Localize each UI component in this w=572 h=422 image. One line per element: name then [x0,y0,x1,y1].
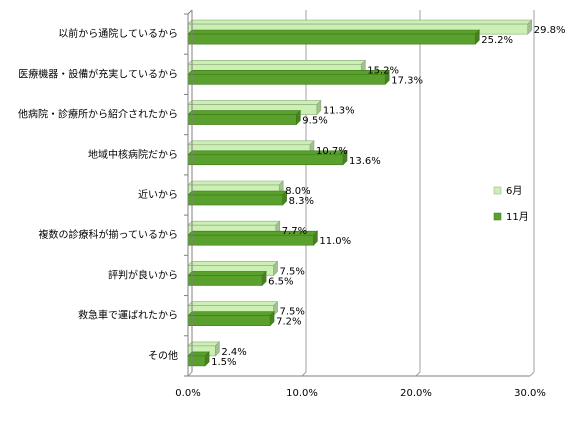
data-label: 8.0% [285,186,310,197]
bar-series [187,19,533,367]
data-label: 29.8% [534,25,566,36]
data-label: 25.2% [481,35,513,46]
data-label: 7.2% [276,317,301,328]
category-labels: 以前から通院しているから医療機器・設備が充実しているから他病院・診療所から紹介さ… [18,27,178,362]
bar [187,355,206,367]
bar-top-face [187,341,221,347]
legend-swatch [493,186,502,195]
value-labels: 29.8% 25.2% 15.2%17.3% 11.3%9.5% 10.7%13.6% 8… [211,25,565,368]
category-label: 近いから [138,188,178,201]
category-axis [184,9,530,377]
category-label: 評判が良いから [108,268,178,281]
bar-top-face [187,311,275,316]
data-label: 9.5% [302,116,327,127]
bar-top-face [187,220,281,226]
data-label: 1.5% [211,357,236,368]
legend-label: 6月 [506,185,522,197]
data-label: 15.2% [367,65,399,76]
x-tick-label: 10.0% [286,388,318,399]
data-label: 6.5% [268,276,293,287]
bar [187,74,386,85]
bar-top-face [187,100,322,105]
gridline-foot [415,371,421,377]
data-label: 17.3% [391,75,423,86]
bar-top-face [187,60,367,65]
data-label: 11.0% [319,236,351,247]
category-label: その他 [148,349,178,362]
bar-top-face [187,29,481,35]
bar-top-face [187,261,279,266]
x-tick-label: 0.0% [175,388,200,399]
legend-swatch [493,212,502,221]
x-tick-labels: 0.0% 10.0% 20.0% 30.0% [175,388,546,399]
gridline-foot [301,371,307,377]
category-label: 以前から通院しているから [58,27,178,40]
bar-top-face [187,301,279,306]
category-label: 地域中核病院だから [88,148,178,161]
bar-top-face [187,70,390,75]
gridline-foot [187,371,193,377]
data-label: 10.7% [316,146,348,157]
bar-top-face [187,190,288,196]
data-label: 13.6% [349,156,381,167]
data-label: 7.5% [280,266,305,277]
bar-top-face [187,19,533,25]
data-label: 7.5% [280,307,305,318]
bar [187,114,297,125]
bar-top-face [187,110,302,115]
x-tick-label: 30.0% [514,388,546,399]
bar [187,194,283,206]
legend: 6月 11月 [493,185,529,223]
bar-top-face [187,140,315,146]
category-label: 他病院・診療所から紹介されたから [18,108,178,121]
bar [187,33,476,45]
data-label: 2.4% [221,347,246,358]
data-label: 11.3% [323,106,355,117]
bar-top-face [187,271,267,276]
category-label: 医療機器・設備が充実しているから [18,67,178,80]
category-label: 複数の診療科が揃っているから [39,228,179,241]
data-label: 7.7% [282,226,307,237]
x-tick-label: 20.0% [400,388,432,399]
legend-label: 11月 [506,211,529,223]
bar-top-face [187,180,284,186]
y-axis-depth [187,9,193,15]
gridline-foot [529,371,535,377]
bar [187,315,271,326]
bar [187,275,263,286]
data-label: 8.3% [289,196,314,207]
category-label: 救急車で運ばれたから [78,309,178,322]
